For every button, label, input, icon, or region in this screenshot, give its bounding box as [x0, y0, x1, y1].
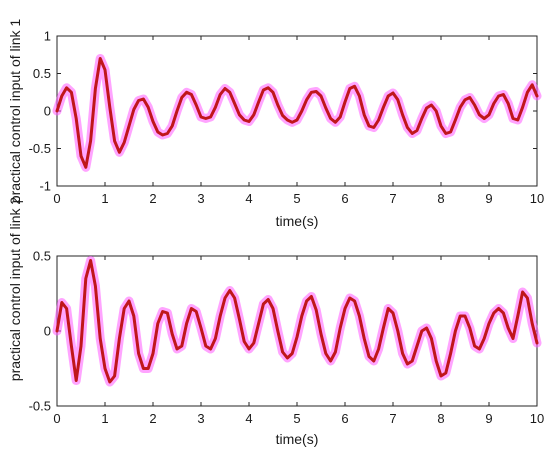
- x-tick-label: 8: [437, 411, 444, 426]
- series-line: [55, 259, 539, 384]
- y-tick-label: -0.5: [29, 141, 51, 156]
- x-tick-label: 3: [197, 191, 204, 206]
- y-tick-label: 0.5: [33, 249, 51, 264]
- ticks-link2: 0 1 2 3 4 5 6 7 8 9 10-0.500.5: [29, 249, 545, 427]
- x-tick-label: 6: [341, 191, 348, 206]
- series-layer-link1: [52, 54, 542, 172]
- y-tick-label: 0.5: [33, 66, 51, 81]
- y-tick-label: -1: [39, 179, 51, 194]
- chart-link1: 0 1 2 3 4 5 6 7 8 9 10 -1 -0.5 0 0.5 1 time(s) practica…: [7, 19, 544, 229]
- y-axis-title-link1: practical control input of link 1: [7, 19, 23, 204]
- x-tick-label: 4: [245, 191, 252, 206]
- x-tick-label: 0: [53, 191, 60, 206]
- x-axis-title-link1: time(s): [276, 213, 319, 229]
- x-tick-label: 10: [530, 191, 544, 206]
- y-tick-label: -0.5: [29, 399, 51, 414]
- x-tick-label: 9: [485, 191, 492, 206]
- x-tick-label: 1: [101, 411, 108, 426]
- x-tick-label: 3: [197, 411, 204, 426]
- x-tick-label: 10: [530, 411, 544, 426]
- y-tick-label: 0: [44, 324, 51, 339]
- x-tick-label: 8: [437, 191, 444, 206]
- x-tick-label: 5: [293, 411, 300, 426]
- x-tick-label: 9: [485, 411, 492, 426]
- y-axis-title-link2: practical control input of link 2: [7, 197, 23, 382]
- x-tick-label: 0: [53, 411, 60, 426]
- y-tick-label: 0: [44, 104, 51, 119]
- x-tick-label: 4: [245, 411, 252, 426]
- x-tick-label: 2: [149, 411, 156, 426]
- chart-link2: 0 1 2 3 4 5 6 7 8 9 10-0.500.5 time(s) practical c…: [7, 197, 544, 447]
- x-tick-label: 6: [341, 411, 348, 426]
- series-layer-link2: [52, 256, 542, 387]
- x-tick-label: 1: [101, 191, 108, 206]
- x-tick-label: 7: [389, 411, 396, 426]
- x-tick-label: 7: [389, 191, 396, 206]
- x-axis-title-link2: time(s): [276, 431, 319, 447]
- y-tick-label: 1: [44, 29, 51, 44]
- ticks-link1: 0 1 2 3 4 5 6 7 8 9 10 -1 -0.5 0 0.5 1: [29, 29, 545, 207]
- series-line: [55, 57, 539, 169]
- x-tick-label: 5: [293, 191, 300, 206]
- x-tick-label: 2: [149, 191, 156, 206]
